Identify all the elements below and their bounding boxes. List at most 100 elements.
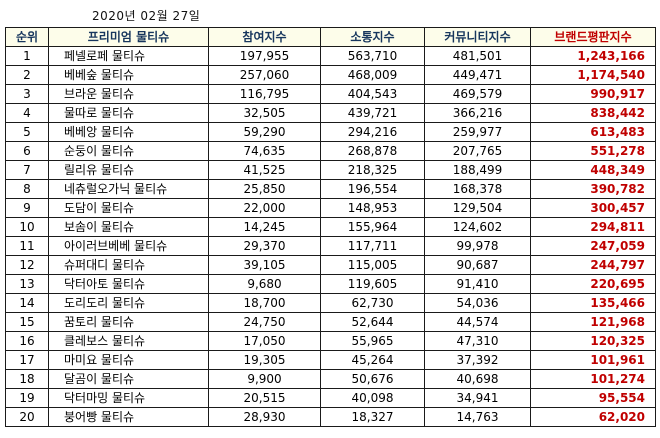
brand-cell: 꿈토리 물티슈 [48, 312, 209, 332]
brand-cell: 베베숲 물티슈 [48, 65, 209, 85]
table-row: 6 순둥이 물티슈 74,635 268,878 207,765 551,278 [5, 141, 656, 161]
brand-cell: 마미요 물티슈 [48, 350, 209, 370]
table-row: 11 아이러브베베 물티슈 29,370 117,711 99,978 247,059 [5, 236, 656, 256]
communication-cell: 40,098 [320, 388, 425, 408]
table-row: 16 클레보스 물티슈 17,050 55,965 47,310 120,325 [5, 331, 656, 351]
communication-cell: 62,730 [320, 293, 425, 313]
rank-cell: 6 [5, 141, 49, 161]
participation-cell: 25,850 [208, 179, 321, 199]
brand-cell: 순둥이 물티슈 [48, 141, 209, 161]
table-row: 9 도담이 물티슈 22,000 148,953 129,504 300,457 [5, 198, 656, 218]
brand-cell: 닥터아토 물티슈 [48, 274, 209, 294]
rank-cell: 10 [5, 217, 49, 237]
header-participation: 참여지수 [208, 27, 321, 47]
communication-cell: 196,554 [320, 179, 425, 199]
rank-cell: 20 [5, 407, 49, 427]
brand-cell: 브라운 물티슈 [48, 84, 209, 104]
table-row: 14 도리도리 물티슈 18,700 62,730 54,036 135,466 [5, 293, 656, 313]
header-reputation: 브랜드평판지수 [530, 27, 656, 47]
reputation-cell: 135,466 [530, 293, 656, 313]
table-row: 13 닥터아토 물티슈 9,680 119,605 91,410 220,695 [5, 274, 656, 294]
communication-cell: 115,005 [320, 255, 425, 275]
communication-cell: 294,216 [320, 122, 425, 142]
reputation-cell: 101,274 [530, 369, 656, 389]
participation-cell: 257,060 [208, 65, 321, 85]
communication-cell: 148,953 [320, 198, 425, 218]
reputation-cell: 990,917 [530, 84, 656, 104]
community-cell: 207,765 [424, 141, 531, 161]
communication-cell: 45,264 [320, 350, 425, 370]
table-row: 12 슈퍼대디 물티슈 39,105 115,005 90,687 244,797 [5, 255, 656, 275]
brand-cell: 붕어빵 물티슈 [48, 407, 209, 427]
table-header: 순위 프리미엄 물티슈 참여지수 소통지수 커뮤니티지수 브랜드평판지수 [5, 27, 656, 47]
brand-cell: 클레보스 물티슈 [48, 331, 209, 351]
community-cell: 259,977 [424, 122, 531, 142]
communication-cell: 119,605 [320, 274, 425, 294]
reputation-cell: 613,483 [530, 122, 656, 142]
community-cell: 168,378 [424, 179, 531, 199]
table-row: 5 베베앙 물티슈 59,290 294,216 259,977 613,483 [5, 122, 656, 142]
rank-cell: 16 [5, 331, 49, 351]
participation-cell: 116,795 [208, 84, 321, 104]
table-body: 1 페넬로페 물티슈 197,955 563,710 481,501 1,243,166 2… [5, 46, 656, 427]
community-cell: 14,763 [424, 407, 531, 427]
communication-cell: 404,543 [320, 84, 425, 104]
communication-cell: 468,009 [320, 65, 425, 85]
communication-cell: 55,965 [320, 331, 425, 351]
header-community: 커뮤니티지수 [424, 27, 531, 47]
table-row: 4 물따로 물티슈 32,505 439,721 366,216 838,442 [5, 103, 656, 123]
participation-cell: 29,370 [208, 236, 321, 256]
reputation-cell: 247,059 [530, 236, 656, 256]
community-cell: 34,941 [424, 388, 531, 408]
communication-cell: 18,327 [320, 407, 425, 427]
community-cell: 481,501 [424, 46, 531, 66]
table-row: 3 브라운 물티슈 116,795 404,543 469,579 990,917 [5, 84, 656, 104]
rank-cell: 17 [5, 350, 49, 370]
rank-cell: 2 [5, 65, 49, 85]
reputation-cell: 448,349 [530, 160, 656, 180]
communication-cell: 563,710 [320, 46, 425, 66]
rank-cell: 3 [5, 84, 49, 104]
reputation-cell: 62,020 [530, 407, 656, 427]
table-row: 18 달곰이 물티슈 9,900 50,676 40,698 101,274 [5, 369, 656, 389]
brand-cell: 페넬로페 물티슈 [48, 46, 209, 66]
reputation-cell: 95,554 [530, 388, 656, 408]
rank-cell: 14 [5, 293, 49, 313]
rank-cell: 8 [5, 179, 49, 199]
community-cell: 469,579 [424, 84, 531, 104]
community-cell: 91,410 [424, 274, 531, 294]
header-brand: 프리미엄 물티슈 [48, 27, 209, 47]
community-cell: 54,036 [424, 293, 531, 313]
reputation-cell: 390,782 [530, 179, 656, 199]
rank-cell: 13 [5, 274, 49, 294]
communication-cell: 218,325 [320, 160, 425, 180]
reputation-cell: 120,325 [530, 331, 656, 351]
participation-cell: 20,515 [208, 388, 321, 408]
rank-cell: 5 [5, 122, 49, 142]
brand-cell: 도담이 물티슈 [48, 198, 209, 218]
communication-cell: 439,721 [320, 103, 425, 123]
community-cell: 366,216 [424, 103, 531, 123]
table-row: 15 꿈토리 물티슈 24,750 52,644 44,574 121,968 [5, 312, 656, 332]
reputation-cell: 1,243,166 [530, 46, 656, 66]
table-row: 8 네츄럴오가닉 물티슈 25,850 196,554 168,378 390,782 [5, 179, 656, 199]
participation-cell: 22,000 [208, 198, 321, 218]
table-row: 19 닥터마밍 물티슈 20,515 40,098 34,941 95,554 [5, 388, 656, 408]
community-cell: 44,574 [424, 312, 531, 332]
rank-cell: 4 [5, 103, 49, 123]
communication-cell: 268,878 [320, 141, 425, 161]
participation-cell: 39,105 [208, 255, 321, 275]
community-cell: 188,499 [424, 160, 531, 180]
reputation-cell: 1,174,540 [530, 65, 656, 85]
table-row: 2 베베숲 물티슈 257,060 468,009 449,471 1,174,540 [5, 65, 656, 85]
reputation-cell: 551,278 [530, 141, 656, 161]
table-row: 17 마미요 물티슈 19,305 45,264 37,392 101,961 [5, 350, 656, 370]
communication-cell: 50,676 [320, 369, 425, 389]
reputation-cell: 838,442 [530, 103, 656, 123]
brand-cell: 달곰이 물티슈 [48, 369, 209, 389]
participation-cell: 74,635 [208, 141, 321, 161]
rank-cell: 18 [5, 369, 49, 389]
header-communication: 소통지수 [320, 27, 425, 47]
rank-cell: 19 [5, 388, 49, 408]
brand-cell: 닥터마밍 물티슈 [48, 388, 209, 408]
